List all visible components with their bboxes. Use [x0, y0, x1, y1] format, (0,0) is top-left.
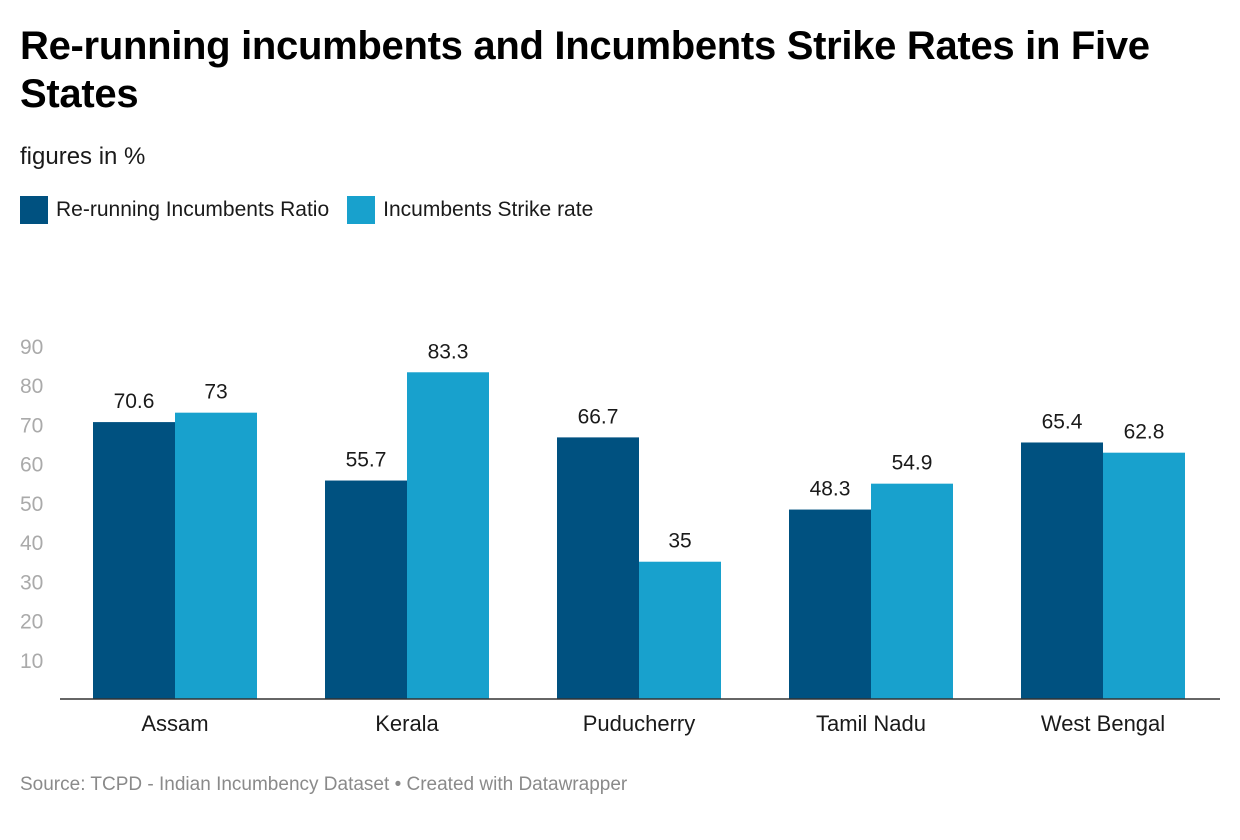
chart-subtitle: figures in % [20, 143, 146, 170]
x-tick-label-kerala: Kerala [375, 711, 439, 736]
bar-kerala-series-1 [325, 480, 407, 699]
y-tick-label-10: 10 [20, 650, 43, 673]
x-tick-label-tamil-nadu: Tamil Nadu [816, 711, 926, 736]
y-tick-label-60: 60 [20, 454, 43, 477]
data-label-puducherry-series-2: 35 [668, 530, 691, 553]
y-tick-label-70: 70 [20, 414, 43, 437]
data-label-kerala-series-2: 83.3 [428, 340, 469, 363]
legend-label-series-2: Incumbents Strike rate [383, 198, 594, 221]
bar-west-bengal-series-2 [1103, 452, 1185, 699]
legend-item-series-1: Re-running Incumbents Ratio [20, 196, 329, 224]
credit-text: Created with Datawrapper [406, 774, 628, 795]
data-label-tamil-nadu-series-1: 48.3 [810, 478, 851, 501]
footer-separator: • [394, 774, 402, 795]
legend-label-series-1: Re-running Incumbents Ratio [56, 198, 330, 221]
data-label-west-bengal-series-2: 62.8 [1124, 421, 1165, 444]
x-tick-label-west-bengal: West Bengal [1041, 711, 1165, 736]
y-tick-label-80: 80 [20, 375, 43, 398]
y-tick-label-90: 90 [20, 336, 43, 359]
bar-chart: 10 20 30 40 50 60 70 80 90 70.6 73 Assam 55.7 83.3 Ker… [20, 336, 1220, 736]
chart-title: Re-running incumbents and Incumbents Str… [20, 24, 1150, 116]
data-label-west-bengal-series-1: 65.4 [1042, 410, 1083, 433]
data-label-kerala-series-1: 55.7 [346, 449, 387, 472]
y-tick-label-40: 40 [20, 532, 43, 555]
bar-west-bengal-series-1 [1021, 442, 1103, 699]
legend-swatch-series-1 [20, 196, 48, 224]
x-tick-label-assam: Assam [141, 711, 208, 736]
bar-assam-series-1 [93, 422, 175, 699]
x-tick-label-puducherry: Puducherry [583, 711, 696, 736]
chart-legend: Re-running Incumbents Ratio Incumbents S… [20, 196, 593, 224]
source-text: Source: TCPD - Indian Incumbency Dataset [20, 774, 390, 795]
legend-item-series-2: Incumbents Strike rate [347, 196, 593, 224]
bar-kerala-series-2 [407, 372, 489, 699]
bar-tamil-nadu-series-2 [871, 483, 953, 699]
data-label-tamil-nadu-series-2: 54.9 [892, 452, 933, 475]
bar-puducherry-series-1 [557, 437, 639, 699]
chart-footer: Source: TCPD - Indian Incumbency Dataset… [20, 774, 627, 796]
bar-assam-series-2 [175, 412, 257, 699]
data-label-assam-series-2: 73 [204, 381, 227, 404]
y-tick-label-50: 50 [20, 493, 43, 516]
bar-puducherry-series-2 [639, 561, 721, 699]
data-label-puducherry-series-1: 66.7 [578, 405, 619, 428]
legend-swatch-series-2 [347, 196, 376, 224]
bar-tamil-nadu-series-1 [789, 509, 871, 699]
data-label-assam-series-1: 70.6 [114, 390, 155, 413]
y-tick-label-20: 20 [20, 611, 43, 634]
y-tick-label-30: 30 [20, 571, 43, 594]
